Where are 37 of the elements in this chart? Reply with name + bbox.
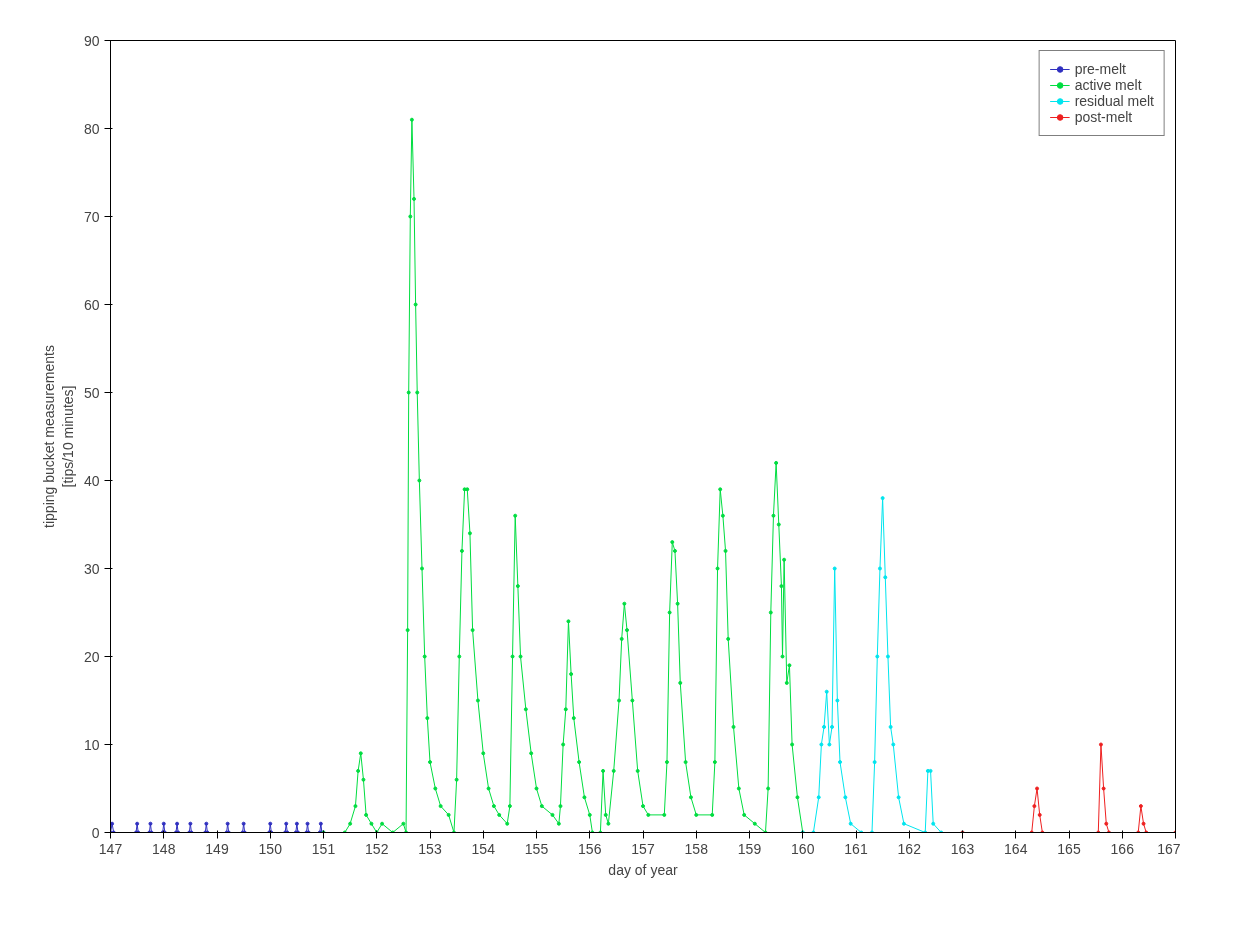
x-tick-label: 166	[1110, 840, 1135, 857]
x-tick-label: 154	[471, 840, 496, 857]
x-axis-title: day of year	[608, 861, 678, 878]
x-tick-label: 163	[950, 840, 975, 857]
y-tick-label: 60	[83, 296, 100, 313]
x-tick-label: 161	[844, 840, 868, 857]
x-tick-label: 155	[524, 840, 549, 857]
x-tick-label: 149	[205, 840, 229, 857]
x-tick-label: 164	[1004, 840, 1028, 857]
legend-label: post-melt	[1074, 109, 1133, 125]
x-tick-label: 147	[98, 840, 123, 857]
x-tick-label: 153	[418, 840, 442, 857]
y-tick-label: 20	[83, 648, 100, 665]
x-tick-label: 162	[897, 840, 922, 857]
x-tick-label: 157	[631, 840, 655, 857]
legend-label: pre-melt	[1074, 61, 1126, 77]
x-tick-label: 159	[737, 840, 762, 857]
y-axis-title: tipping bucket measurements [tips/10 minutes]	[40, 345, 76, 528]
y-tick-label: 0	[91, 824, 100, 841]
x-tick-label: 156	[578, 840, 602, 857]
y-tick-label: 50	[83, 384, 100, 401]
legend-label: residual melt	[1074, 93, 1154, 109]
x-tick-label: 148	[152, 840, 176, 857]
legend-label: active melt	[1074, 77, 1142, 93]
x-tick-label: 152	[365, 840, 389, 857]
x-tick-label: 151	[311, 840, 336, 857]
x-tick-label: 158	[684, 840, 709, 857]
y-tick-label: 10	[83, 736, 100, 753]
x-tick-label: 167	[1157, 840, 1181, 857]
y-tick-label: 40	[83, 472, 100, 489]
y-tick-label: 70	[83, 208, 100, 225]
x-tick-label: 160	[791, 840, 815, 857]
x-tick-label: 165	[1057, 840, 1081, 857]
x-tick-label: 150	[258, 840, 283, 857]
y-tick-label: 80	[83, 120, 100, 137]
y-tick-label: 90	[83, 32, 100, 49]
y-tick-label: 30	[83, 560, 100, 577]
